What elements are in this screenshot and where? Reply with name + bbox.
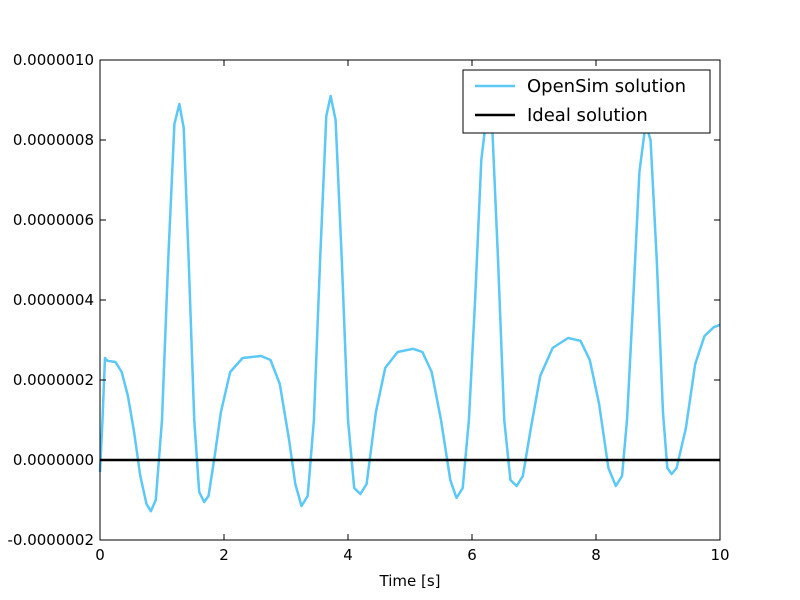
y-tick-label: 0.0000000 — [13, 451, 94, 469]
tick-layer: 0 2 4 6 8 10 -0.0000002 0.0000000 0.0000002 0.000… — [7, 51, 729, 564]
y-tick-label: 0.0000008 — [13, 131, 94, 149]
x-tick-label: 2 — [219, 546, 229, 564]
x-tick-label: 10 — [710, 546, 729, 564]
x-tick-label: 0 — [95, 546, 105, 564]
y-tick-label: 0.0000006 — [13, 211, 94, 229]
x-axis-title: Time [s] — [379, 572, 441, 590]
y-tick-label: 0.0000004 — [13, 291, 94, 309]
series-layer — [98, 94, 721, 513]
legend-label-ideal: Ideal solution — [527, 105, 648, 126]
x-tick-label: 8 — [591, 546, 601, 564]
y-tick-label: 0.0000002 — [13, 371, 94, 389]
legend: OpenSim solution Ideal solution — [462, 69, 711, 134]
y-tick-label: -0.0000002 — [7, 531, 94, 549]
legend-label-opensim: OpenSim solution — [527, 76, 686, 97]
series-line-0 — [98, 94, 721, 513]
y-tick-label: 0.0000010 — [13, 51, 94, 69]
legend-box — [462, 69, 711, 134]
x-tick-label: 6 — [467, 546, 477, 564]
x-tick-label: 4 — [343, 546, 353, 564]
